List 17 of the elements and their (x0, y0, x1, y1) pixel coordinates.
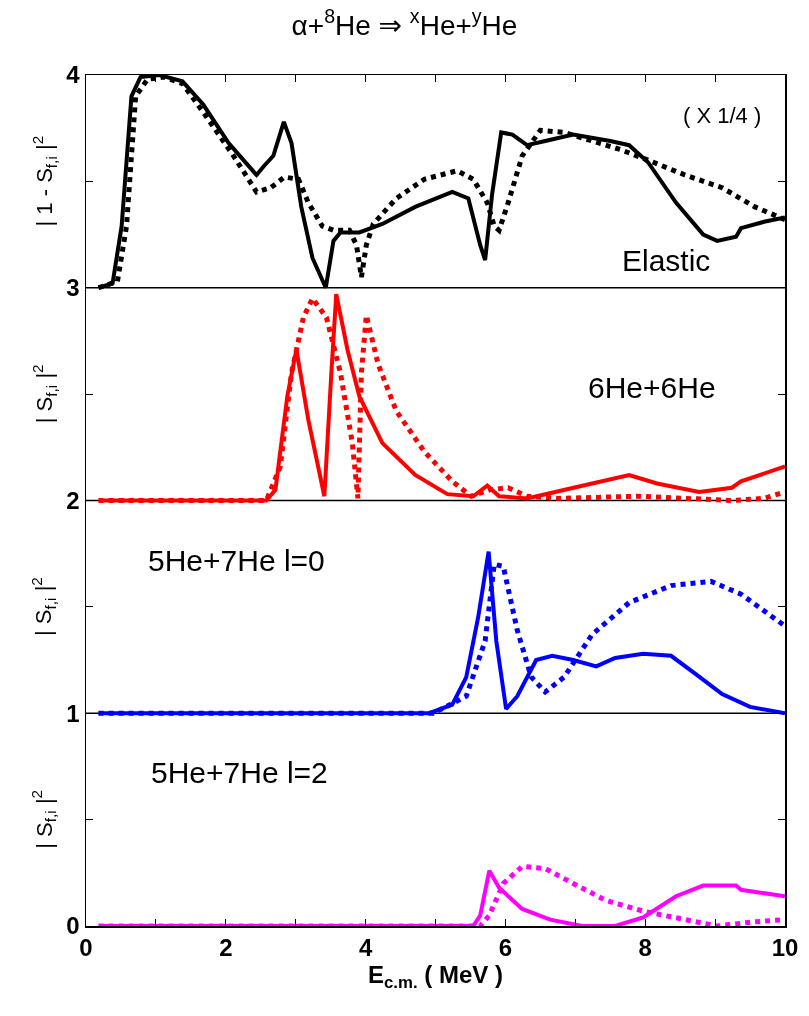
annotation: 5He+7He l=2 (151, 756, 328, 789)
y-tick-label: 0 (66, 912, 80, 940)
annotation: 5He+7He l=0 (148, 544, 325, 577)
annotation: 6He+6He (588, 371, 716, 404)
x-tick-label: 10 (771, 934, 799, 962)
chart-title: α+$^{8}$He ⇒ $^{x}$He+$^{y}$He (291, 5, 518, 41)
annotation: Elastic (622, 244, 711, 277)
y-tick-label: 4 (66, 61, 81, 89)
y-tick-label: 2 (66, 486, 80, 514)
x-tick-label: 2 (219, 934, 233, 962)
y-tick-label: 1 (66, 699, 80, 727)
y-tick-label: 3 (66, 274, 80, 302)
annotation: ( X 1/4 ) (683, 103, 762, 128)
x-tick-label: 8 (638, 934, 652, 962)
x-tick-label: 4 (358, 934, 373, 962)
x-axis-title: E$_{c.m.}$ ( MeV ) (368, 961, 503, 993)
x-tick-label: 6 (498, 934, 513, 962)
